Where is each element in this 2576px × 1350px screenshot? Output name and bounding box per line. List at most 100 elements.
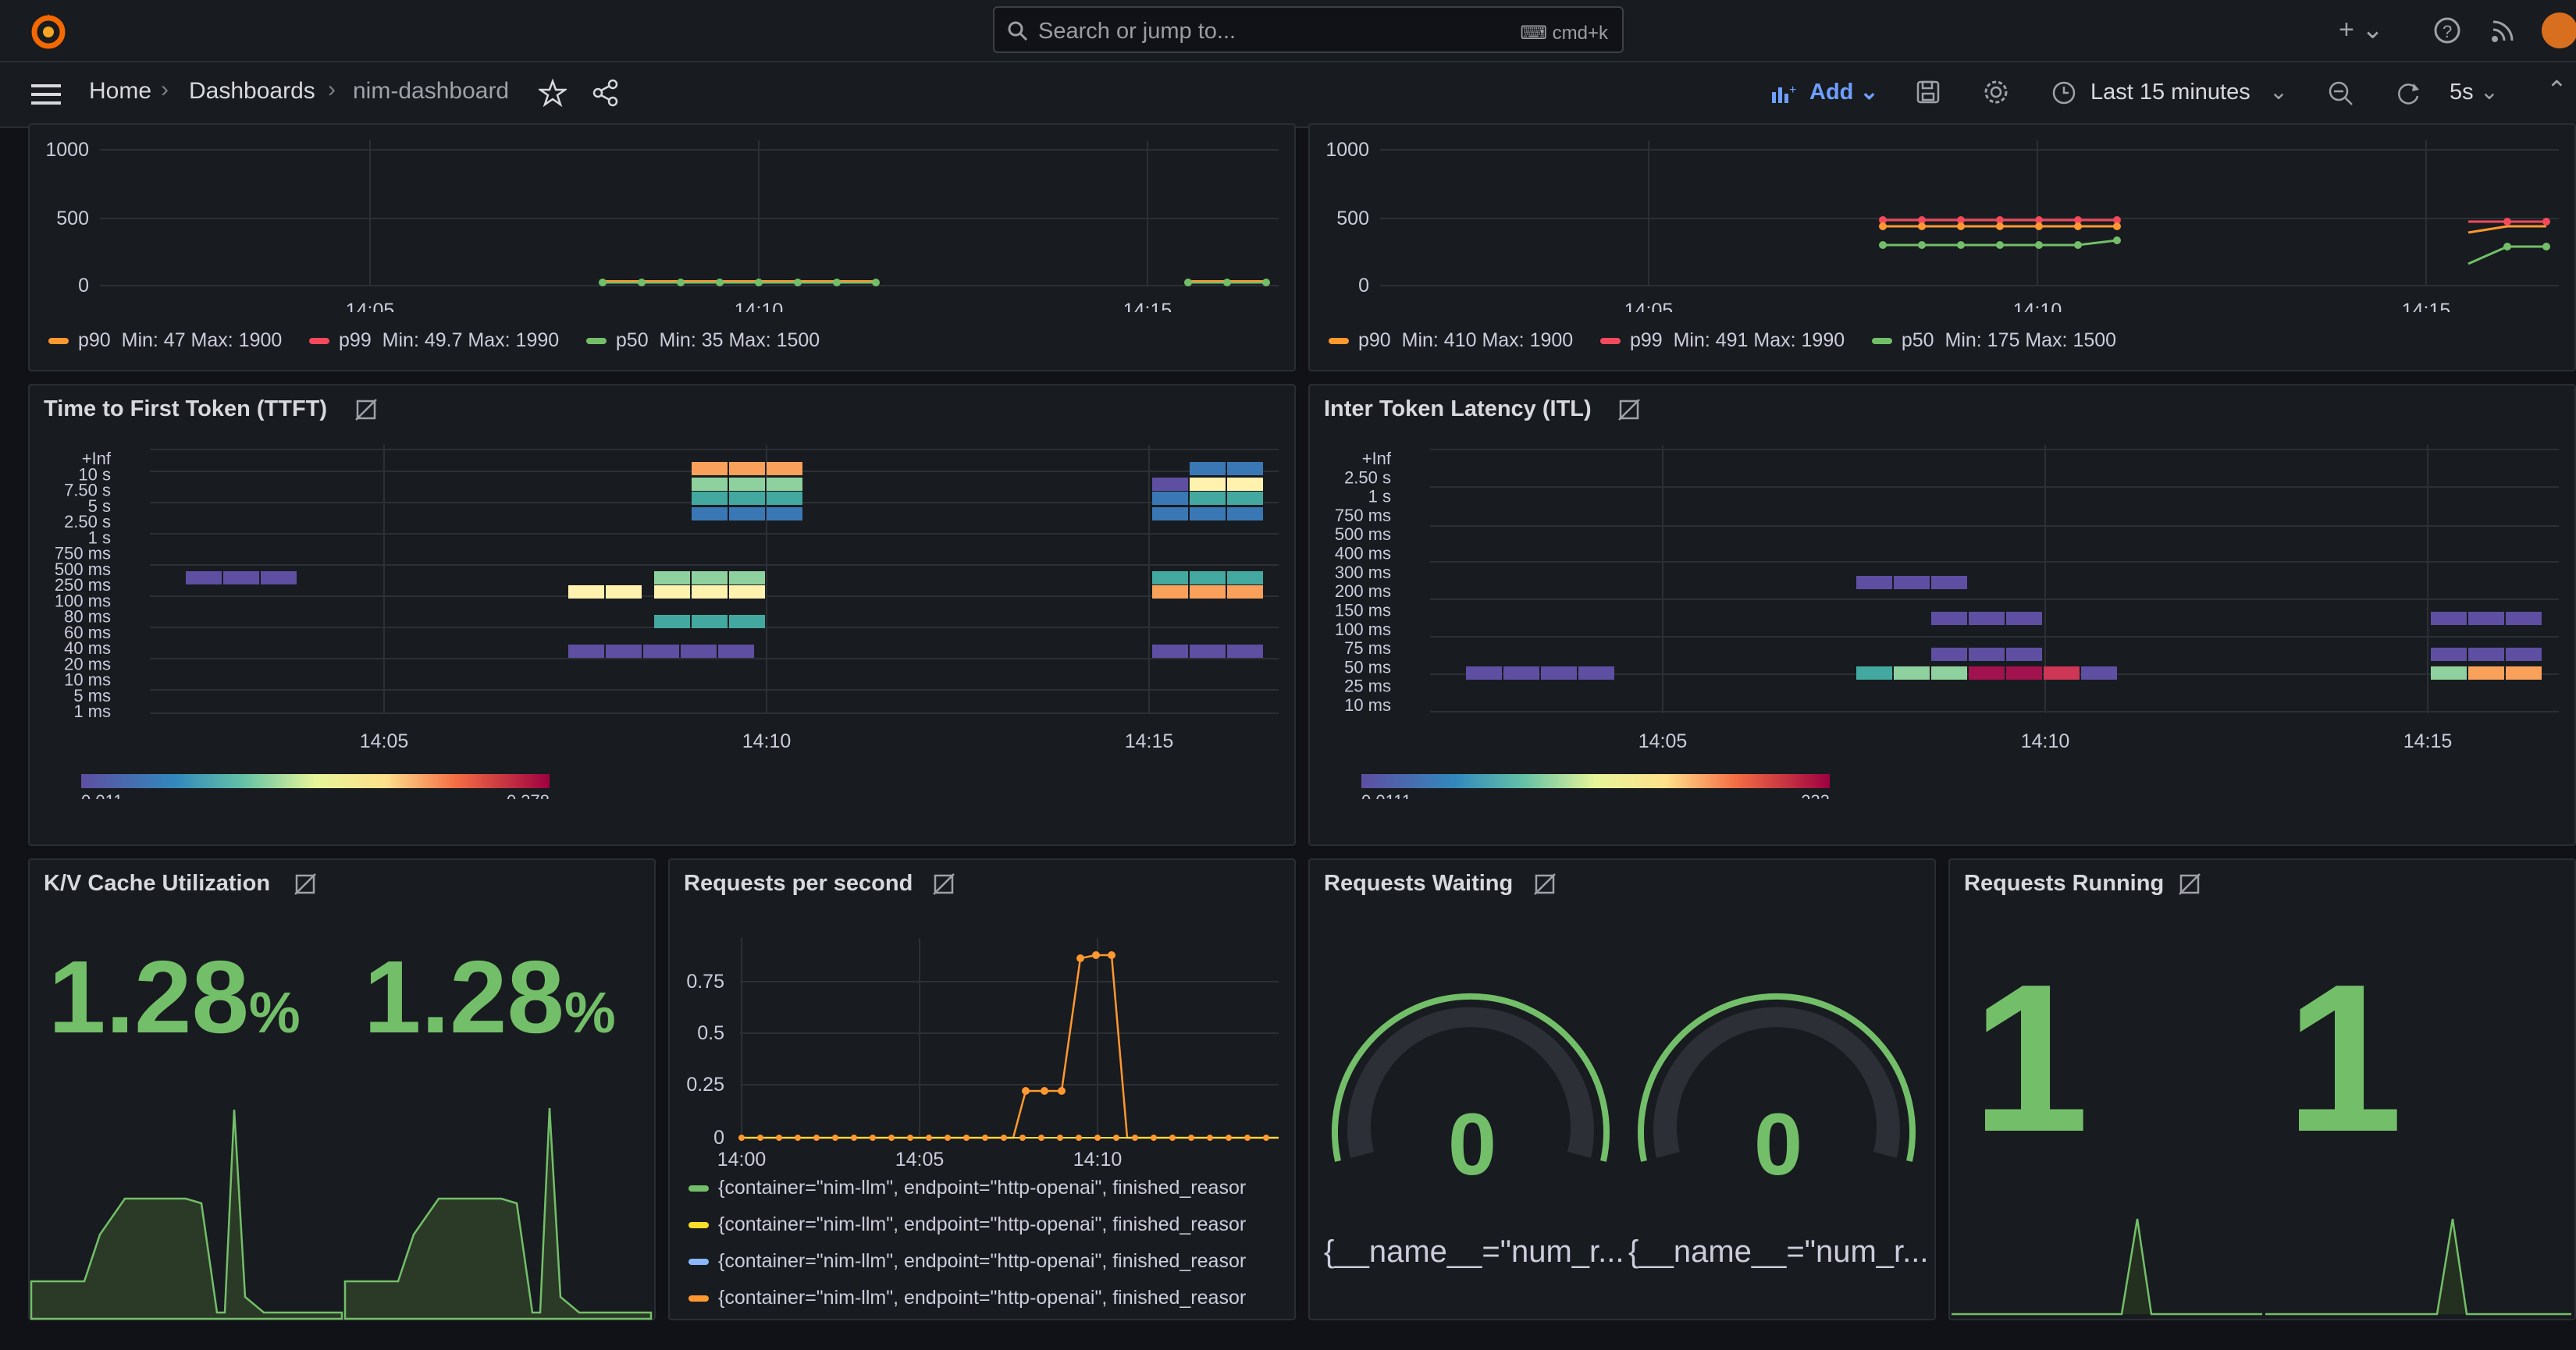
grid-lines <box>100 140 1279 286</box>
heatmap-cell <box>692 615 728 628</box>
panel-title[interactable]: Requests Running <box>1964 871 2165 896</box>
y-bucket-label: 2.50 s <box>1344 467 1391 487</box>
heatmap-cell <box>568 585 604 599</box>
legend-item[interactable]: p90 Min: 410 Max: 1900 <box>1329 329 1573 351</box>
refresh-icon[interactable] <box>2395 80 2421 107</box>
menu-hamburger-icon[interactable] <box>31 83 62 106</box>
rps-point <box>1169 1135 1176 1141</box>
search-input[interactable]: Search or jump to... ⌨ cmd+k <box>993 6 1624 53</box>
no-data-links-icon[interactable] <box>2178 872 2201 896</box>
heatmap-cell <box>729 492 765 505</box>
legend-item[interactable]: p99 Min: 491 Max: 1990 <box>1599 329 1845 351</box>
legend-name: p90 <box>1358 329 1391 351</box>
heatmap-cell <box>2506 612 2542 625</box>
heatmap-cell <box>1190 585 1226 599</box>
legend-item[interactable]: p90 Min: 47 Max: 1900 <box>48 329 282 351</box>
no-data-links-icon[interactable] <box>1617 398 1641 421</box>
latency-chart-left: 1000 500 0 14:05 14:10 14:15 <box>45 139 1279 312</box>
chevron-up-icon[interactable]: ⌃ <box>2546 76 2567 104</box>
y-bucket-label: 400 ms <box>1335 544 1391 563</box>
heatmap-cell <box>1969 612 2005 625</box>
breadcrumb-separator-icon: › <box>328 76 336 102</box>
heatmap-cell <box>681 645 717 658</box>
gauge-track <box>1653 1007 1900 1158</box>
legend-name: p50 <box>615 329 649 351</box>
heatmap-cell <box>654 615 690 628</box>
no-data-links-icon[interactable] <box>1533 872 1557 896</box>
heatmap-cell <box>729 615 765 628</box>
heatmap-cell <box>1227 571 1263 584</box>
heatmap-cell <box>606 585 642 599</box>
time-range-picker[interactable]: Last 15 minutes ⌄ <box>2090 78 2288 105</box>
heatmap-cell <box>2468 666 2504 680</box>
no-data-links-icon[interactable] <box>932 872 955 896</box>
stat-number: 1.28 <box>364 940 564 1054</box>
news-rss-icon[interactable] <box>2490 17 2517 44</box>
legend-name: p50 <box>1901 329 1934 351</box>
star-icon[interactable] <box>539 79 567 107</box>
y-bucket-label: 750 ms <box>55 544 111 563</box>
no-data-links-icon[interactable] <box>354 398 378 421</box>
x-tick: 14:05 <box>360 730 409 752</box>
breadcrumb-separator-icon: › <box>161 76 169 102</box>
legend-item[interactable]: {container="nim-llm", endpoint="http-ope… <box>688 1287 1290 1320</box>
help-icon[interactable]: ? <box>2432 16 2462 45</box>
panel-title[interactable]: Inter Token Latency (ITL) <box>1324 396 1592 421</box>
legend-swatch <box>1329 338 1349 345</box>
heatmap-cell <box>2431 648 2467 661</box>
legend-item[interactable]: p50 Min: 175 Max: 1500 <box>1871 329 2116 351</box>
sparkline <box>1952 1218 2262 1316</box>
legend-stats: Min: 410 Max: 1900 <box>1401 329 1574 351</box>
heatmap-cell <box>1931 648 1967 661</box>
panel-title[interactable]: Requests Waiting <box>1324 871 1514 896</box>
y-bucket-label: 150 ms <box>1335 600 1391 620</box>
legend-item[interactable]: {container="nim-llm", endpoint="http-ope… <box>688 1177 1290 1213</box>
no-data-links-icon[interactable] <box>294 872 317 896</box>
legend-item[interactable]: p99 Min: 49.7 Max: 1990 <box>309 329 559 351</box>
heatmap-cell <box>654 571 690 584</box>
heatmap-cell <box>568 645 604 658</box>
rps-point <box>963 1135 970 1141</box>
legend-stats: Min: 47 Max: 1900 <box>121 329 283 351</box>
rps-point <box>1207 1135 1213 1141</box>
x-tick: 14:05 <box>1638 730 1688 752</box>
y-bucket-label: 5 ms <box>73 686 111 705</box>
heatmap-cell <box>1152 645 1188 658</box>
share-icon[interactable] <box>592 79 620 107</box>
rps-point <box>1113 1135 1119 1141</box>
avatar[interactable] <box>2542 12 2576 48</box>
legend-item[interactable]: {container="nim-llm", endpoint="http-ope… <box>688 1250 1290 1287</box>
breadcrumb-dashboards[interactable]: Dashboards <box>189 78 315 104</box>
legend-item[interactable]: p50 Min: 35 Max: 1500 <box>585 329 820 351</box>
legend-item[interactable]: {container="nim-llm", endpoint="http-ope… <box>688 1213 1290 1250</box>
panel-title[interactable]: K/V Cache Utilization <box>44 871 271 896</box>
legend-swatch <box>1871 338 1892 345</box>
zoom-out-icon[interactable] <box>2328 80 2354 107</box>
gauge-value: 0 <box>1447 1096 1497 1193</box>
y-bucket-label: 2.50 s <box>64 512 111 531</box>
heatmap-cell <box>2468 612 2504 625</box>
rps-point <box>1188 1135 1194 1141</box>
heatmap-cell <box>2006 648 2042 661</box>
grafana-logo-icon[interactable] <box>27 11 70 52</box>
x-tick: 14:05 <box>895 1149 945 1171</box>
breadcrumb-home[interactable]: Home <box>89 78 152 104</box>
rps-point <box>926 1135 932 1141</box>
panel-title[interactable]: Requests per second <box>684 871 913 896</box>
heatmap-cell <box>767 507 802 520</box>
sparkline <box>2265 1218 2571 1316</box>
rps-series-points <box>738 951 1269 1141</box>
legend-name: p90 <box>78 329 111 351</box>
save-icon[interactable] <box>1916 80 1941 105</box>
y-bucket-label: +Inf <box>1362 449 1392 468</box>
add-button[interactable]: Add ⌄ <box>1809 78 1879 105</box>
panel-title[interactable]: Time to First Token (TTFT) <box>44 396 328 421</box>
scale-min: 0.0111 <box>1361 791 1411 799</box>
refresh-interval-picker[interactable]: 5s ⌄ <box>2450 78 2499 105</box>
latency-panel-right: 1000 500 0 14:05 14:10 14:15 p90 Min: 41… <box>1308 123 2576 371</box>
legend-label: {container="nim-llm", endpoint="http-ope… <box>718 1213 1247 1235</box>
new-plus-icon[interactable]: + ⌄ <box>2339 15 2384 44</box>
settings-gear-icon[interactable] <box>1983 79 2009 105</box>
y-bucket-label: 10 ms <box>1344 695 1391 715</box>
